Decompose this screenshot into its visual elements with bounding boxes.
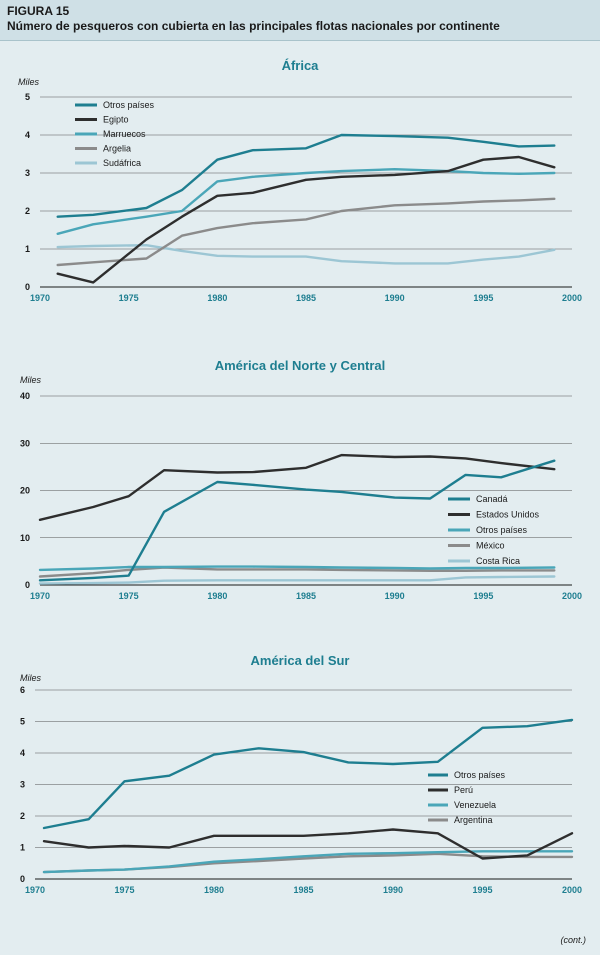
y-tick-label: 1 <box>25 244 30 254</box>
series-line-otros-pa-ses <box>38 565 556 572</box>
x-tick-label: 1995 <box>473 591 493 601</box>
y-tick-label: 2 <box>25 206 30 216</box>
series-line-marruecos <box>56 167 556 236</box>
y-tick-label: 1 <box>20 843 25 853</box>
figure-header: FIGURA 15 Número de pesqueros con cubier… <box>0 0 600 41</box>
x-tick-label: 2000 <box>562 885 582 895</box>
y-axis-unit-label: Miles <box>18 77 40 87</box>
x-tick-label: 1980 <box>204 885 224 895</box>
x-tick-label: 2000 <box>562 293 582 303</box>
x-tick-label: 1980 <box>207 293 227 303</box>
y-tick-label: 2 <box>20 811 25 821</box>
y-tick-label: 5 <box>25 92 30 102</box>
legend-label: Otros países <box>103 100 155 110</box>
series-line-estados-unidos <box>38 453 556 522</box>
x-tick-label: 1985 <box>293 885 313 895</box>
legend-label: Sudáfrica <box>103 158 141 168</box>
y-axis-unit-label: Miles <box>20 673 42 683</box>
series-line-costa-rica <box>38 575 556 585</box>
legend-label: Venezuela <box>454 800 496 810</box>
legend-label: Marruecos <box>103 129 146 139</box>
continued-note: (cont.) <box>560 935 586 945</box>
series-line-otros-pa-ses <box>42 718 574 830</box>
y-tick-label: 0 <box>20 874 25 884</box>
x-tick-label: 1995 <box>473 293 493 303</box>
x-tick-label: 1990 <box>385 591 405 601</box>
y-tick-label: 3 <box>20 780 25 790</box>
legend-label: México <box>476 541 505 551</box>
series-line-argelia <box>56 197 556 267</box>
x-tick-label: 1995 <box>472 885 492 895</box>
legend-label: Otros países <box>476 525 528 535</box>
x-tick-label: 1990 <box>385 293 405 303</box>
legend-label: Argentina <box>454 815 493 825</box>
series-line-per- <box>42 828 574 860</box>
x-tick-label: 1975 <box>119 293 139 303</box>
chart-africa: África Miles 0 1 2 3 4 5 1970 1975 1980 1985 1990 199… <box>18 58 582 303</box>
y-tick-label: 0 <box>25 282 30 292</box>
x-tick-label: 1985 <box>296 293 316 303</box>
series-line-m-xico <box>38 566 556 578</box>
series-line-sud-frica <box>56 243 556 265</box>
x-tick-label: 2000 <box>562 591 582 601</box>
chart-america-sur: América del Sur Miles 0 1 2 3 4 5 6 1970 1975 1980 1… <box>20 653 582 895</box>
legend-label: Costa Rica <box>476 556 520 566</box>
x-tick-label: 1975 <box>114 885 134 895</box>
y-tick-label: 6 <box>20 685 25 695</box>
series-line-venezuela <box>42 850 574 874</box>
y-tick-label: 40 <box>20 391 30 401</box>
y-tick-label: 20 <box>20 486 30 496</box>
y-tick-label: 4 <box>25 130 30 140</box>
x-tick-label: 1970 <box>25 885 45 895</box>
chart-title: América del Sur <box>251 653 350 668</box>
series-line-canad- <box>38 459 556 582</box>
x-tick-label: 1980 <box>207 591 227 601</box>
x-tick-label: 1970 <box>30 591 50 601</box>
x-tick-label: 1990 <box>383 885 403 895</box>
y-tick-label: 5 <box>20 717 25 727</box>
chart-title: África <box>282 58 320 73</box>
chart-america-norte-central: América del Norte y Central Miles 0 10 20 30 4… <box>20 358 582 601</box>
series-line-egipto <box>56 155 556 284</box>
y-tick-label: 0 <box>25 580 30 590</box>
x-tick-label: 1970 <box>30 293 50 303</box>
y-tick-label: 10 <box>20 533 30 543</box>
legend-label: Argelia <box>103 144 131 154</box>
figure-label: FIGURA 15 <box>7 4 70 18</box>
y-tick-label: 30 <box>20 438 30 448</box>
chart-title: América del Norte y Central <box>215 358 386 373</box>
legend-label: Otros países <box>454 770 506 780</box>
figure-title: Número de pesqueros con cubierta en las … <box>7 19 500 33</box>
legend-label: Egipto <box>103 115 129 125</box>
y-tick-label: 4 <box>20 748 25 758</box>
legend-label: Canadá <box>476 494 508 504</box>
x-tick-label: 1975 <box>119 591 139 601</box>
y-axis-unit-label: Miles <box>20 375 42 385</box>
legend-label: Estados Unidos <box>476 510 540 520</box>
y-tick-label: 3 <box>25 168 30 178</box>
series-line-otros-pa-ses <box>56 133 556 218</box>
x-tick-label: 1985 <box>296 591 316 601</box>
legend-label: Perú <box>454 785 473 795</box>
